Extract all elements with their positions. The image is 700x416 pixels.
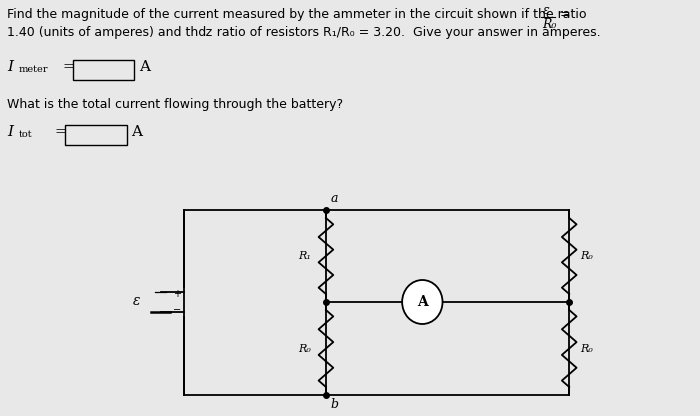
FancyBboxPatch shape [73,60,134,80]
Text: A: A [132,125,142,139]
Text: =: = [58,60,76,74]
FancyBboxPatch shape [65,125,127,145]
Text: What is the total current flowing through the battery?: What is the total current flowing throug… [7,98,344,111]
Text: R₀: R₀ [542,18,557,31]
Circle shape [402,280,442,324]
Text: Find the magnitude of the current measured by the ammeter in the circuit shown i: Find the magnitude of the current measur… [7,8,587,21]
Text: I: I [7,125,13,139]
Text: ε: ε [133,294,141,308]
Text: R₀: R₀ [580,344,593,354]
Text: A: A [417,295,428,309]
Text: +: + [173,289,181,299]
Text: ε: ε [542,4,550,17]
Text: tot: tot [18,130,32,139]
Text: A: A [139,60,150,74]
Text: R₀: R₀ [580,251,593,261]
Text: R₁: R₁ [298,251,312,261]
Text: I: I [7,60,13,74]
Text: b: b [330,398,339,411]
Text: R₀: R₀ [298,344,312,354]
Text: =: = [559,8,570,21]
Text: a: a [330,192,338,205]
Text: 1.40 (units of amperes) and thǳ ratio of resistors R₁/R₀ = 3.20.  Give your answ: 1.40 (units of amperes) and thǳ ratio of… [7,26,601,39]
Text: =: = [50,125,68,139]
Text: meter: meter [18,65,48,74]
Text: −: − [173,305,181,315]
